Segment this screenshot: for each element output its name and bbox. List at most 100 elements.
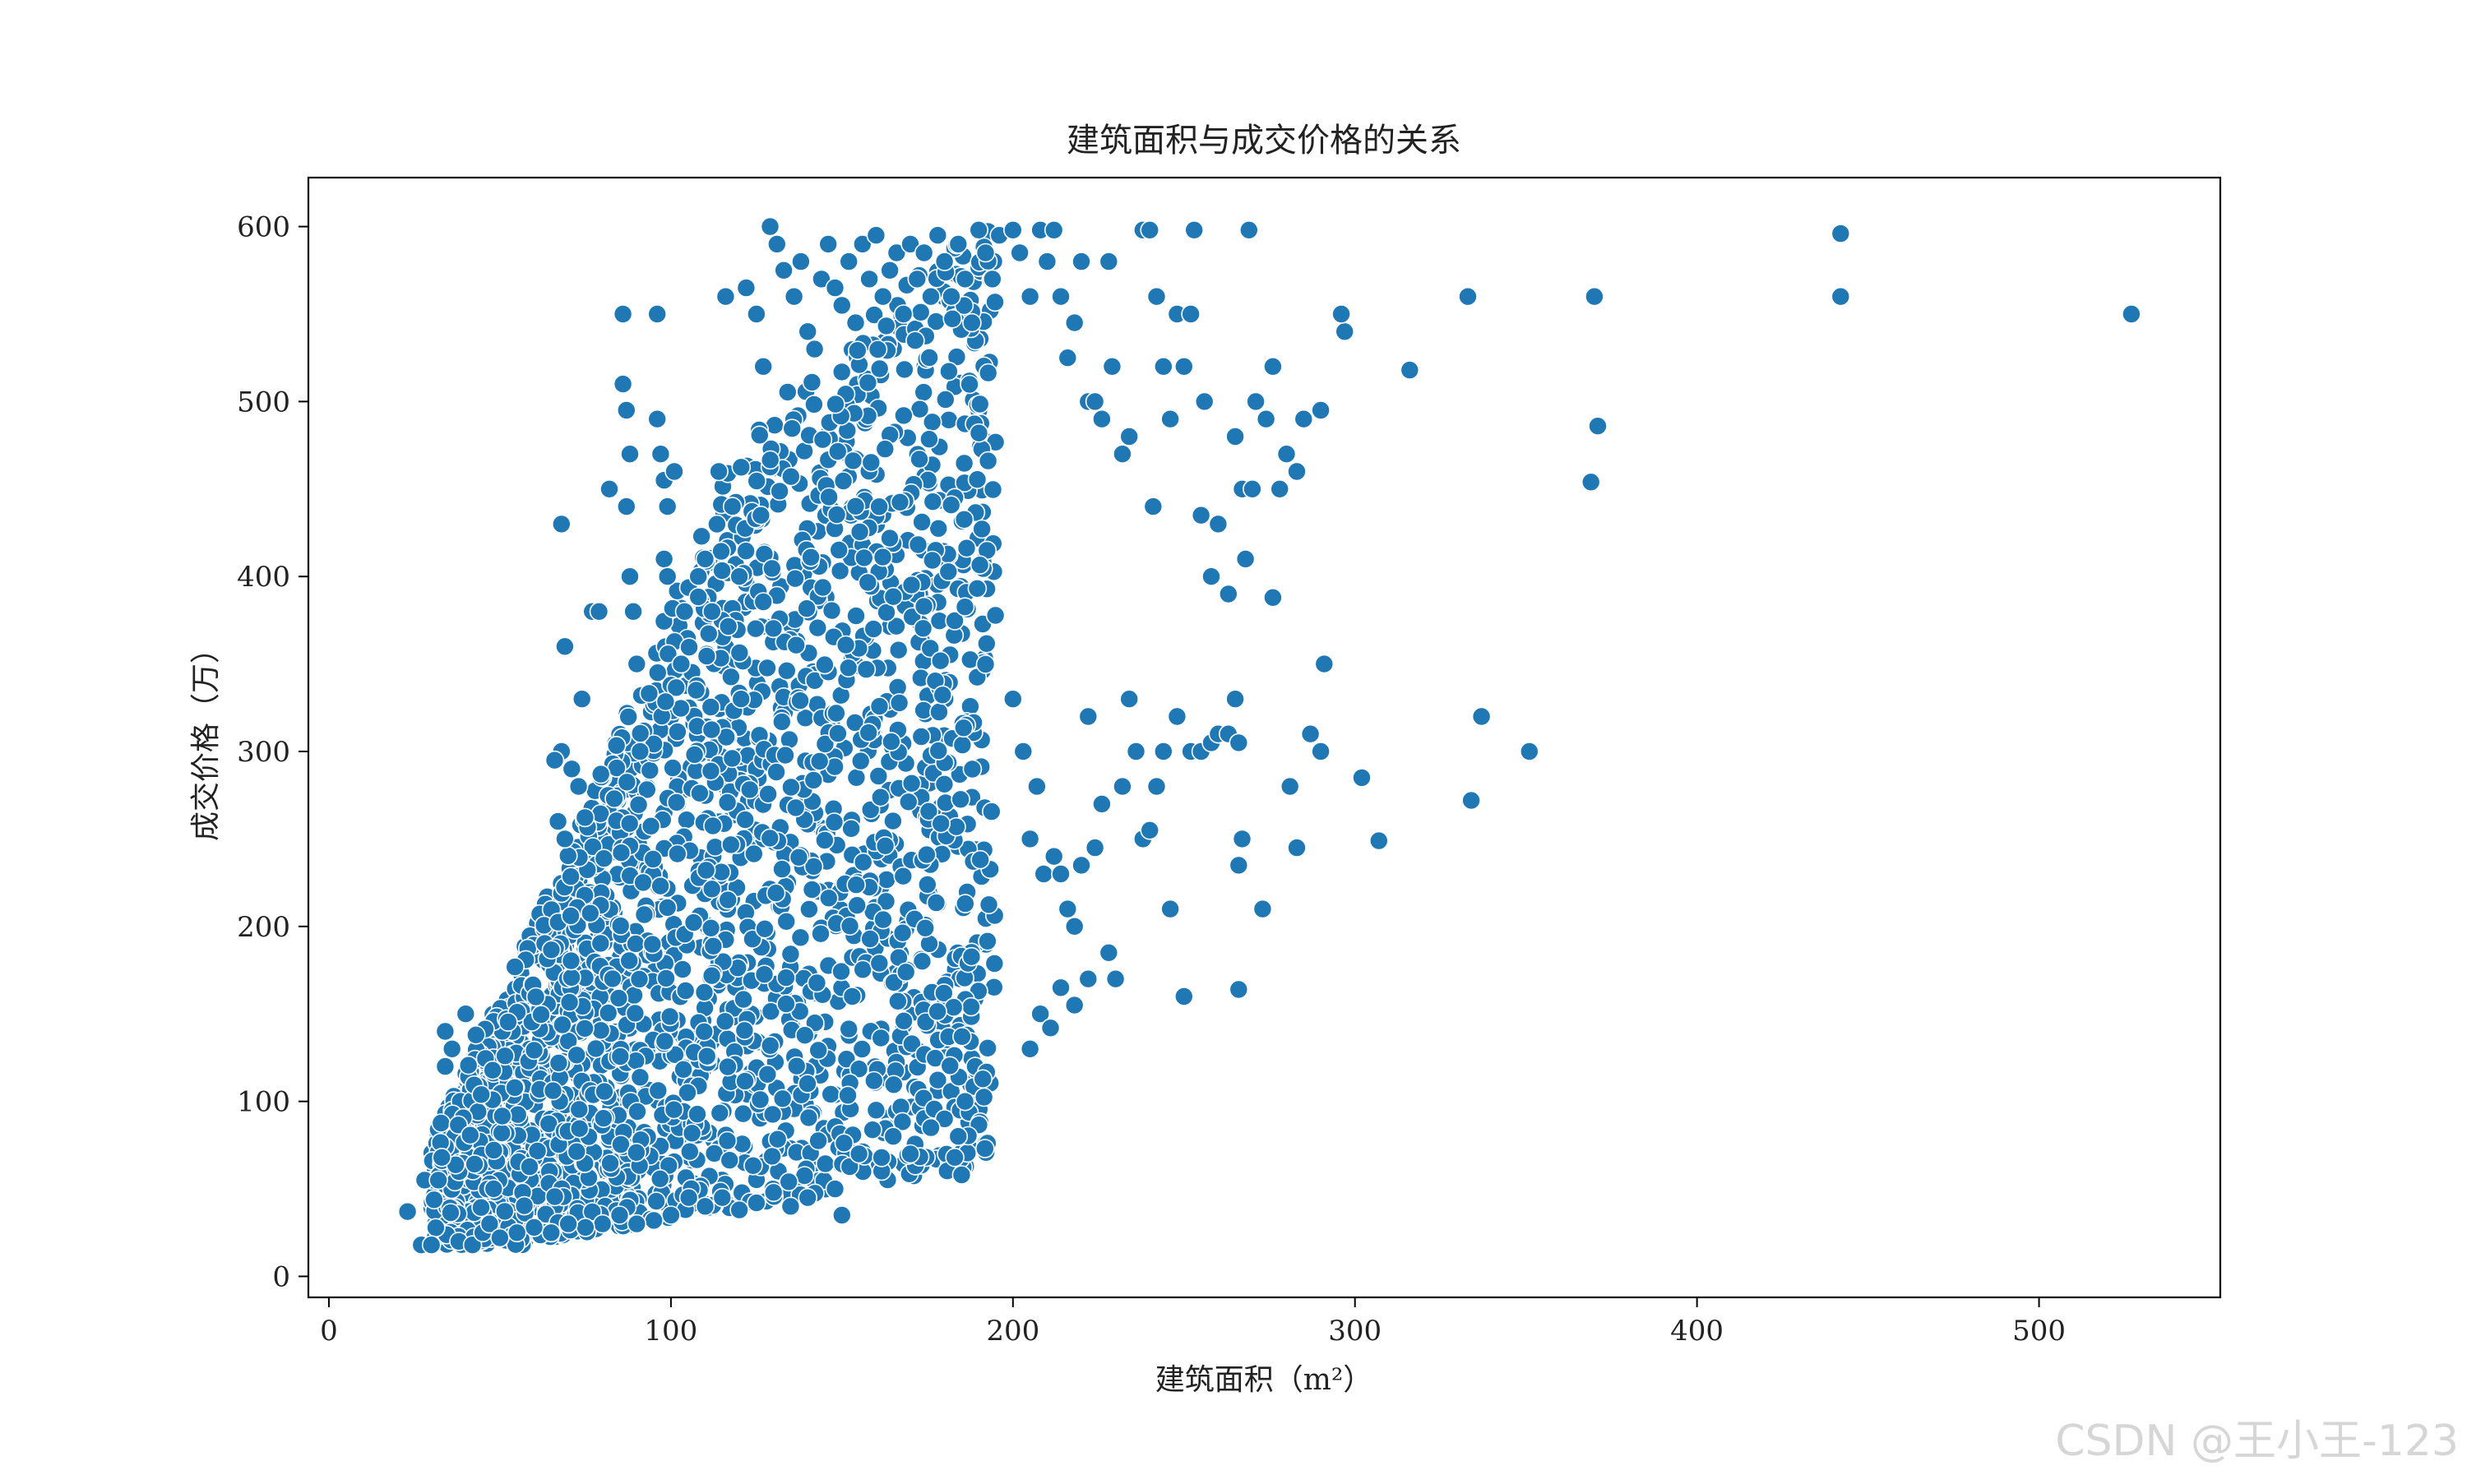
scatter-point: [671, 654, 692, 674]
scatter-point: [561, 950, 581, 971]
scatter-point: [872, 286, 893, 307]
scatter-point: [590, 1020, 611, 1041]
scatter-point: [1140, 220, 1159, 240]
scatter-point: [696, 860, 716, 881]
x-tick-label: 400: [1670, 1315, 1724, 1348]
scatter-point: [627, 1143, 646, 1163]
scatter-point: [1154, 356, 1173, 377]
scatter-point: [465, 1025, 486, 1045]
scatter-point: [766, 883, 786, 903]
scatter-point: [495, 1046, 515, 1066]
scatter-point: [900, 234, 920, 254]
scatter-point: [683, 913, 704, 932]
scatter-point: [703, 816, 723, 836]
scatter-point: [826, 703, 846, 724]
scatter-point: [776, 660, 797, 681]
scatter-point: [850, 751, 871, 771]
scatter-point: [668, 722, 687, 742]
scatter-point: [1027, 776, 1047, 797]
scatter-point: [854, 548, 874, 568]
scatter-point: [599, 478, 619, 499]
scatter-point: [760, 828, 780, 848]
scatter-point: [835, 635, 856, 655]
scatter-point: [815, 1153, 835, 1174]
scatter-point: [942, 308, 962, 329]
scatter-point: [428, 1170, 448, 1190]
scatter-point: [1099, 943, 1119, 963]
y-tick-label: 0: [272, 1260, 290, 1293]
scatter-point: [695, 1196, 715, 1217]
scatter-point: [929, 702, 949, 722]
scatter-point: [657, 566, 678, 587]
scatter-point: [871, 787, 891, 807]
scatter-point: [781, 777, 801, 797]
scatter-point: [483, 1060, 502, 1080]
scatter-point: [826, 505, 847, 525]
scatter-point: [673, 959, 692, 979]
scatter-point: [942, 286, 961, 307]
scatter-point: [859, 723, 878, 742]
scatter-point: [718, 890, 738, 910]
scatter-point: [701, 760, 721, 781]
scatter-point: [753, 592, 774, 612]
scatter-point: [776, 912, 797, 932]
y-tick-label: 100: [237, 1086, 290, 1119]
scatter-point: [826, 394, 845, 414]
scatter-point: [567, 1045, 587, 1066]
scatter-point: [559, 992, 580, 1012]
scatter-point: [484, 1179, 504, 1199]
scatter-point: [1256, 409, 1276, 429]
scatter-point: [431, 1113, 451, 1133]
scatter-point: [642, 934, 663, 955]
scatter-point: [1058, 348, 1078, 368]
scatter-point: [961, 996, 981, 1017]
scatter-point: [985, 605, 1006, 626]
scatter-point: [863, 1120, 882, 1140]
scatter-point: [628, 794, 649, 815]
x-tick-label: 0: [320, 1315, 338, 1348]
scatter-point: [847, 895, 867, 915]
scatter-point: [576, 1218, 595, 1237]
scatter-point: [456, 1004, 476, 1024]
scatter-point: [664, 1099, 684, 1120]
scatter-point: [978, 1038, 997, 1058]
scatter-point: [973, 1069, 993, 1089]
scatter-point: [695, 549, 715, 569]
scatter-point: [945, 1148, 965, 1167]
scatter-point: [967, 469, 988, 490]
scatter-point: [611, 1135, 631, 1154]
watermark-text: CSDN @王小王-123: [2055, 1417, 2459, 1466]
plot-frame: [307, 176, 2222, 1299]
scatter-point: [789, 848, 809, 867]
scatter-point: [492, 1106, 512, 1126]
scatter-point: [1044, 846, 1064, 867]
scatter-point: [945, 611, 965, 631]
scatter-point: [960, 374, 979, 395]
scatter-point: [743, 844, 764, 864]
scatter-point: [1092, 794, 1112, 814]
scatter-point: [794, 1025, 815, 1045]
scatter-point: [1078, 706, 1099, 727]
scatter-point: [397, 1201, 418, 1222]
scatter-point: [1294, 409, 1314, 429]
scatter-point: [684, 745, 705, 765]
scatter-point: [803, 770, 824, 790]
scatter-point: [970, 849, 990, 870]
scatter-point: [884, 1075, 904, 1095]
scatter-point: [939, 361, 959, 381]
scatter-point: [630, 742, 650, 761]
scatter-point: [594, 848, 614, 868]
scatter-point: [872, 547, 893, 567]
scatter-point: [890, 492, 910, 512]
scatter-point: [868, 766, 889, 786]
scatter-point: [616, 497, 636, 516]
scatter-point: [465, 1154, 484, 1174]
scatter-point: [1287, 461, 1307, 482]
scatter-point: [626, 934, 646, 954]
y-tick-label: 500: [237, 386, 290, 418]
scatter-point: [660, 1006, 680, 1027]
scatter-point: [895, 359, 914, 380]
scatter-point: [1174, 987, 1194, 1006]
y-tick-label: 600: [237, 211, 290, 244]
scatter-point: [613, 374, 633, 394]
